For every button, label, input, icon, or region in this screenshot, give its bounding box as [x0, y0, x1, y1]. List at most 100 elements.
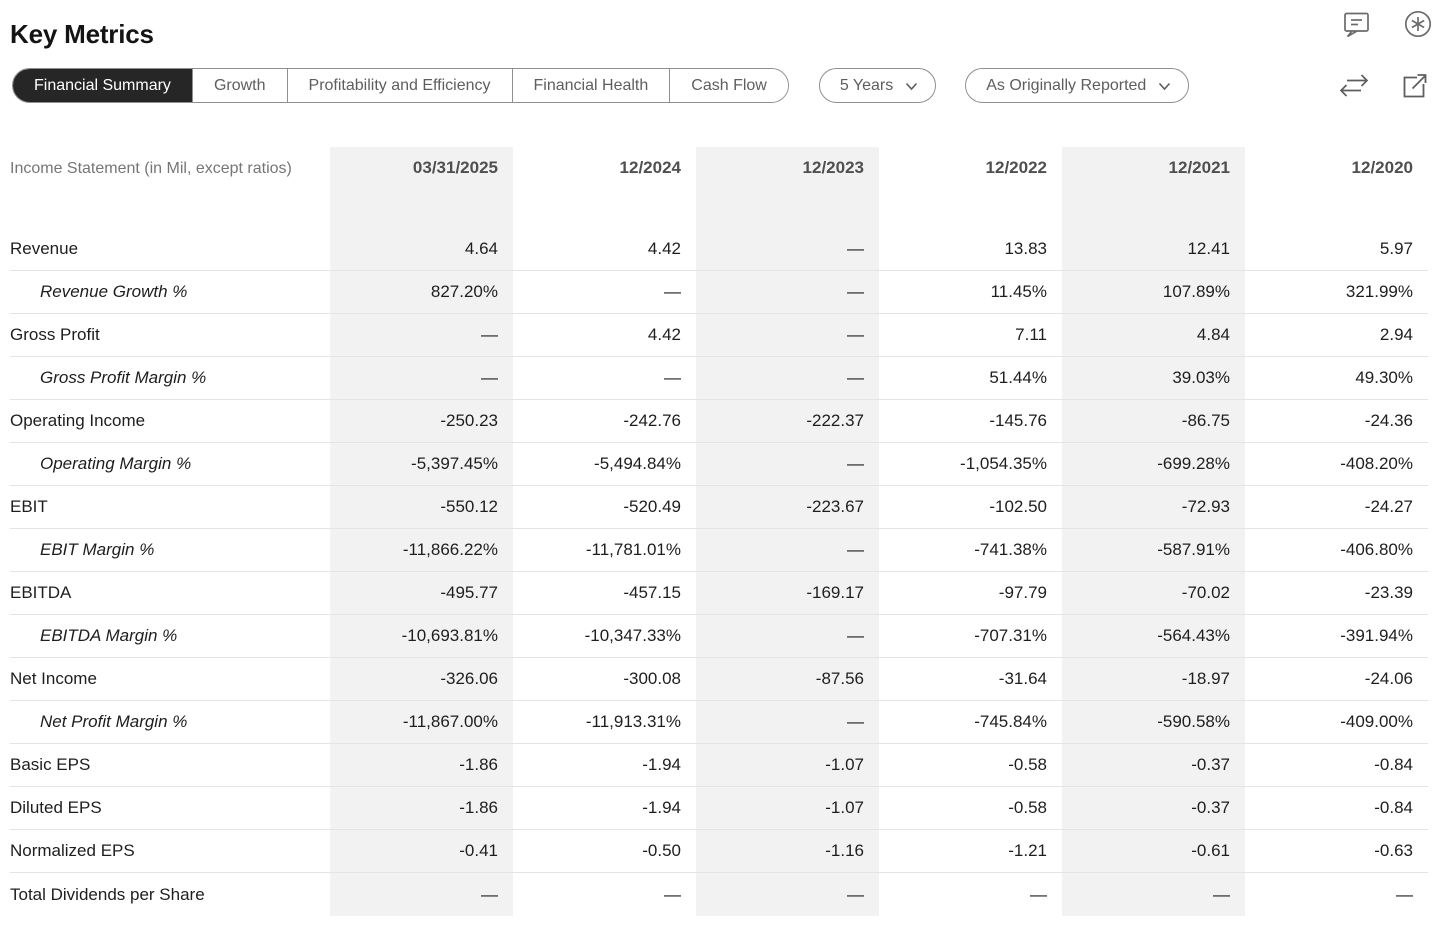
- cell-value: -0.61: [1062, 830, 1245, 872]
- row-label: EBIT Margin %: [40, 540, 155, 559]
- column-header-12-2021: 12/2021: [1062, 147, 1245, 228]
- toolbar: Financial Summary Growth Profitability and…: [12, 68, 1428, 103]
- cell-value: -242.76: [623, 411, 681, 430]
- export-icon[interactable]: [1400, 72, 1428, 100]
- cell-value: -97.79: [998, 583, 1047, 602]
- column-header-12-2024: 12/2024: [619, 158, 681, 177]
- table-row-ebit: EBIT -550.12 -520.49 -223.67 -102.50 -72.93 -2…: [10, 486, 1428, 529]
- cell-value: 4.42: [647, 325, 681, 344]
- cell-value: -5,494.84%: [594, 454, 681, 473]
- swap-arrows-icon[interactable]: [1339, 72, 1369, 99]
- cell-value: -745.84%: [974, 712, 1047, 731]
- cell-value: 51.44%: [989, 368, 1047, 387]
- cell-value: -11,781.01%: [585, 540, 681, 559]
- key-metrics-table: Income Statement (in Mil, except ratios)…: [10, 147, 1428, 916]
- cell-value: -1.86: [330, 787, 513, 829]
- cell-value: 4.64: [330, 228, 513, 270]
- cell-value: -24.36: [1364, 411, 1413, 430]
- table-header-row: Income Statement (in Mil, except ratios)…: [10, 147, 1428, 228]
- cell-value: -0.37: [1062, 787, 1245, 829]
- cell-value: —: [1062, 873, 1245, 916]
- row-label: Net Profit Margin %: [40, 712, 188, 731]
- cell-value: -70.02: [1062, 572, 1245, 614]
- table-row-net-profit-margin: Net Profit Margin % -11,867.00% -11,913.31…: [10, 701, 1428, 744]
- tab-profitability-and-efficiency[interactable]: Profitability and Efficiency: [286, 69, 512, 102]
- cell-value: 321.99%: [1345, 282, 1413, 301]
- cell-value: 13.83: [1004, 239, 1047, 258]
- cell-value: -590.58%: [1062, 701, 1245, 743]
- cell-value: -18.97: [1062, 658, 1245, 700]
- cell-value: —: [696, 314, 879, 356]
- row-label: EBITDA: [10, 583, 72, 602]
- cell-value: -24.06: [1364, 669, 1413, 688]
- cell-value: -0.58: [1008, 798, 1047, 817]
- cell-value: -707.31%: [974, 626, 1047, 645]
- cell-value: -409.00%: [1340, 712, 1413, 731]
- cell-value: -87.56: [696, 658, 879, 700]
- row-label: Diluted EPS: [10, 798, 102, 817]
- table-row-net-income: Net Income -326.06 -300.08 -87.56 -31.64 -18.…: [10, 658, 1428, 701]
- page-title: Key Metrics: [10, 19, 154, 50]
- cell-value: -145.76: [989, 411, 1047, 430]
- cell-value: -223.67: [696, 486, 879, 528]
- table-row-gross-profit-margin: Gross Profit Margin % — — — 51.44% 39.03% 49.3…: [10, 357, 1428, 400]
- row-label: Gross Profit Margin %: [40, 368, 207, 387]
- cell-value: —: [696, 357, 879, 399]
- tab-cash-flow[interactable]: Cash Flow: [669, 69, 788, 102]
- cell-value: 49.30%: [1355, 368, 1413, 387]
- cell-value: —: [696, 228, 879, 270]
- cell-value: -699.28%: [1062, 443, 1245, 485]
- cell-value: —: [696, 271, 879, 313]
- cell-value: -326.06: [330, 658, 513, 700]
- cell-value: -0.63: [1374, 841, 1413, 860]
- cell-value: 11.45%: [990, 282, 1047, 301]
- cell-value: -10,347.33%: [584, 626, 681, 645]
- cell-value: -406.80%: [1340, 540, 1413, 559]
- cell-value: -1.07: [696, 744, 879, 786]
- row-label: Basic EPS: [10, 755, 91, 774]
- cell-value: -23.39: [1364, 583, 1413, 602]
- column-header-12-2020: 12/2020: [1351, 158, 1413, 177]
- tab-growth[interactable]: Growth: [191, 69, 287, 102]
- cell-value: —: [330, 873, 513, 916]
- cell-value: —: [696, 701, 879, 743]
- row-label: Net Income: [10, 669, 97, 688]
- table-corner-label: Income Statement (in Mil, except ratios): [10, 160, 292, 177]
- cell-value: -10,693.81%: [330, 615, 513, 657]
- cell-value: —: [696, 873, 879, 916]
- table-row-gross-profit: Gross Profit — 4.42 — 7.11 4.84 2.94: [10, 314, 1428, 357]
- table-row-operating-income: Operating Income -250.23 -242.76 -222.37 -14…: [10, 400, 1428, 443]
- header-actions: [1340, 7, 1432, 40]
- table-row-total-dividends-per-share: Total Dividends per Share — — — — — —: [10, 873, 1428, 916]
- table-row-normalized-eps: Normalized EPS -0.41 -0.50 -1.16 -1.21 -0.61 -…: [10, 830, 1428, 873]
- tab-financial-health[interactable]: Financial Health: [511, 69, 670, 102]
- cell-value: -24.27: [1364, 497, 1413, 516]
- cell-value: -300.08: [623, 669, 681, 688]
- cell-value: —: [696, 529, 879, 571]
- cell-value: 39.03%: [1062, 357, 1245, 399]
- cell-value: -102.50: [989, 497, 1047, 516]
- table-row-ebitda: EBITDA -495.77 -457.15 -169.17 -97.79 -70.02 -…: [10, 572, 1428, 615]
- cell-value: -72.93: [1062, 486, 1245, 528]
- cell-value: -250.23: [330, 400, 513, 442]
- cell-value: -587.91%: [1062, 529, 1245, 571]
- reporting-basis-dropdown[interactable]: As Originally Reported: [965, 68, 1190, 103]
- cell-value: -408.20%: [1340, 454, 1413, 473]
- cell-value: -495.77: [330, 572, 513, 614]
- circled-asterisk-icon[interactable]: [1404, 10, 1432, 38]
- period-dropdown[interactable]: 5 Years: [818, 68, 937, 103]
- cell-value: -11,913.31%: [585, 712, 681, 731]
- chevron-down-icon: [905, 82, 918, 91]
- row-label: Revenue: [10, 239, 79, 258]
- comment-icon[interactable]: [1340, 7, 1373, 40]
- row-label: Revenue Growth %: [40, 282, 188, 301]
- cell-value: —: [330, 314, 513, 356]
- cell-value: —: [1396, 884, 1413, 904]
- cell-value: -5,397.45%: [330, 443, 513, 485]
- cell-value: -1.94: [642, 755, 681, 774]
- cell-value: -1.94: [642, 798, 681, 817]
- table-row-operating-margin: Operating Margin % -5,397.45% -5,494.84% — -…: [10, 443, 1428, 486]
- column-header-12-2023: 12/2023: [696, 147, 879, 228]
- reporting-basis-dropdown-label: As Originally Reported: [986, 76, 1147, 94]
- tab-financial-summary[interactable]: Financial Summary: [13, 69, 192, 102]
